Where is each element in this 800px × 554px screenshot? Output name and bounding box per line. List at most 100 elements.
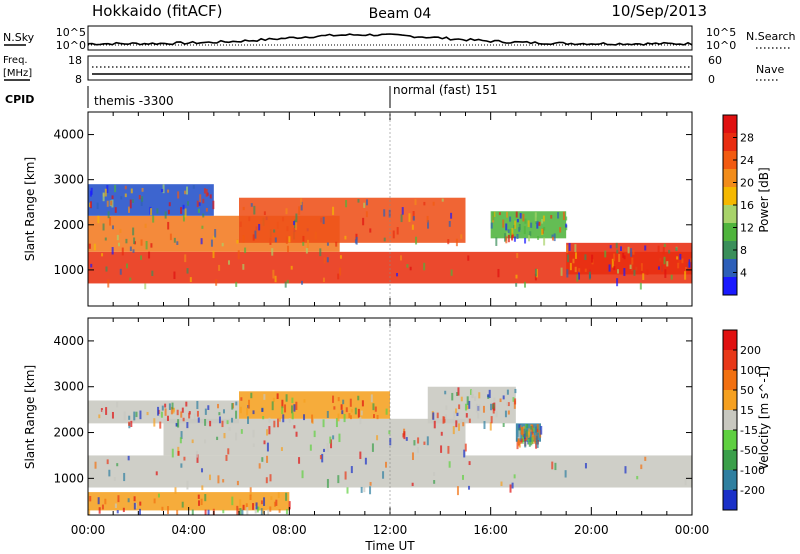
velocity-echo-cell: [111, 411, 114, 419]
power-echo-cell: [516, 234, 519, 239]
velocity-echo-cell: [298, 457, 301, 464]
power-echo-cell: [271, 248, 274, 256]
velocity-echo-cell: [518, 424, 521, 430]
velocity-echo-cell: [447, 445, 450, 454]
power-echo-cell: [640, 263, 643, 271]
velocity-echo-cell: [341, 410, 344, 415]
velocity-echo-cell: [254, 505, 257, 514]
velocity-echo-cell: [252, 410, 255, 415]
velocity-echo-cell: [455, 408, 458, 414]
velocity-echo-cell: [182, 417, 185, 422]
nsearch-tick-top: 10^5: [706, 26, 736, 39]
velocity-echo-cell: [463, 449, 466, 458]
power-echo-cell: [218, 264, 221, 271]
power-echo-cell: [550, 215, 553, 219]
power-echo-cell: [365, 199, 368, 206]
power-echo-cell: [559, 227, 562, 233]
power-echo-cell: [125, 238, 128, 244]
velocity-echo-cell: [540, 425, 543, 435]
velocity-echo-cell: [354, 407, 357, 415]
velocity-echo-band: [239, 391, 390, 419]
velocity-echo-cell: [180, 431, 183, 440]
velocity-echo-cell: [104, 498, 107, 505]
velocity-echo-cell: [164, 408, 167, 416]
velocity-echo-band: [88, 400, 239, 424]
power-echo-cell: [162, 184, 165, 194]
power-echo-cell: [553, 233, 556, 242]
power-echo-cell: [664, 269, 667, 278]
velocity-echo-cell: [529, 437, 532, 443]
power-echo-cell: [584, 254, 587, 261]
velocity-echo-cell: [204, 439, 207, 444]
power-echo-cell: [588, 271, 591, 280]
velocity-echo-cell: [346, 487, 349, 494]
velocity-echo-cell: [525, 429, 528, 437]
velocity-echo-cell: [196, 454, 199, 463]
power-echo-cell: [300, 198, 303, 206]
velocity-echo-cell: [444, 414, 447, 420]
velocity-echo-cell: [518, 430, 521, 439]
velocity-echo-cell: [139, 410, 142, 420]
power-echo-cell: [274, 237, 277, 243]
velocity-echo-cell: [240, 429, 243, 434]
y-tick-label: 4000: [53, 334, 84, 348]
power-echo-cell: [642, 273, 645, 281]
velocity-echo-cell: [624, 466, 627, 474]
velocity-echo-cell: [448, 461, 451, 468]
velocity-echo-cell: [461, 474, 464, 480]
power-echo-cell: [254, 230, 257, 239]
colorbar-tick-label: 28: [740, 132, 754, 145]
velocity-echo-cell: [528, 436, 531, 441]
power-echo-cell: [176, 241, 179, 245]
power-echo-cell: [515, 274, 518, 279]
power-echo-cell: [528, 235, 531, 242]
velocity-echo-cell: [204, 494, 207, 502]
y-tick-label: 2000: [53, 426, 84, 440]
velocity-echo-cell: [502, 395, 505, 400]
power-axes: 1000 2000 3000 4000: [53, 112, 693, 306]
velocity-echo-cell: [536, 428, 539, 432]
velocity-echo-cell: [359, 417, 362, 425]
power-echo-cell: [616, 249, 619, 254]
power-echo-cell: [273, 229, 276, 233]
velocity-echo-cell: [490, 403, 493, 411]
velocity-echo-cell: [337, 475, 340, 484]
power-echo-cell: [215, 279, 218, 286]
power-echo-cell: [151, 270, 154, 276]
velocity-echo-cell: [495, 411, 498, 418]
velocity-echo-cell: [350, 466, 353, 474]
velocity-echo-cell: [174, 487, 177, 494]
velocity-echo-cell: [218, 416, 221, 424]
power-echo-cell: [284, 281, 287, 288]
velocity-echo-cell: [311, 414, 314, 423]
nsky-tick-top: 10^5: [56, 26, 86, 39]
velocity-echo-cell: [155, 471, 158, 476]
power-echo-cell: [536, 222, 539, 229]
colorbar-segment: [723, 450, 737, 470]
velocity-echo-cell: [530, 426, 533, 430]
power-echo-cell: [120, 196, 123, 200]
colorbar-segment: [723, 259, 737, 277]
velocity-echo-cell: [372, 403, 375, 411]
velocity-echo-cell: [227, 448, 230, 455]
power-echo-cell: [668, 249, 671, 254]
velocity-echo-cell: [280, 447, 283, 451]
power-echo-cell: [609, 245, 612, 249]
velocity-echo-cell: [260, 500, 263, 505]
velocity-echo-cell: [513, 400, 516, 409]
power-echo-cell: [326, 257, 329, 263]
velocity-echo-cell: [301, 470, 304, 479]
power-echo-cell: [414, 199, 417, 206]
velocity-echo-cell: [507, 410, 510, 415]
velocity-echo-cell: [266, 429, 269, 436]
power-echo-cell: [513, 236, 516, 242]
power-heatmap: [88, 184, 692, 290]
velocity-echo-cell: [204, 418, 207, 426]
velocity-echo-cell: [536, 423, 539, 433]
velocity-echo-cell: [512, 397, 515, 402]
velocity-echo-cell: [204, 509, 207, 515]
power-echo-cell: [212, 200, 215, 210]
power-echo-cell: [298, 206, 301, 215]
x-axis-label: Time UT: [364, 539, 415, 553]
velocity-echo-cell: [201, 485, 204, 491]
